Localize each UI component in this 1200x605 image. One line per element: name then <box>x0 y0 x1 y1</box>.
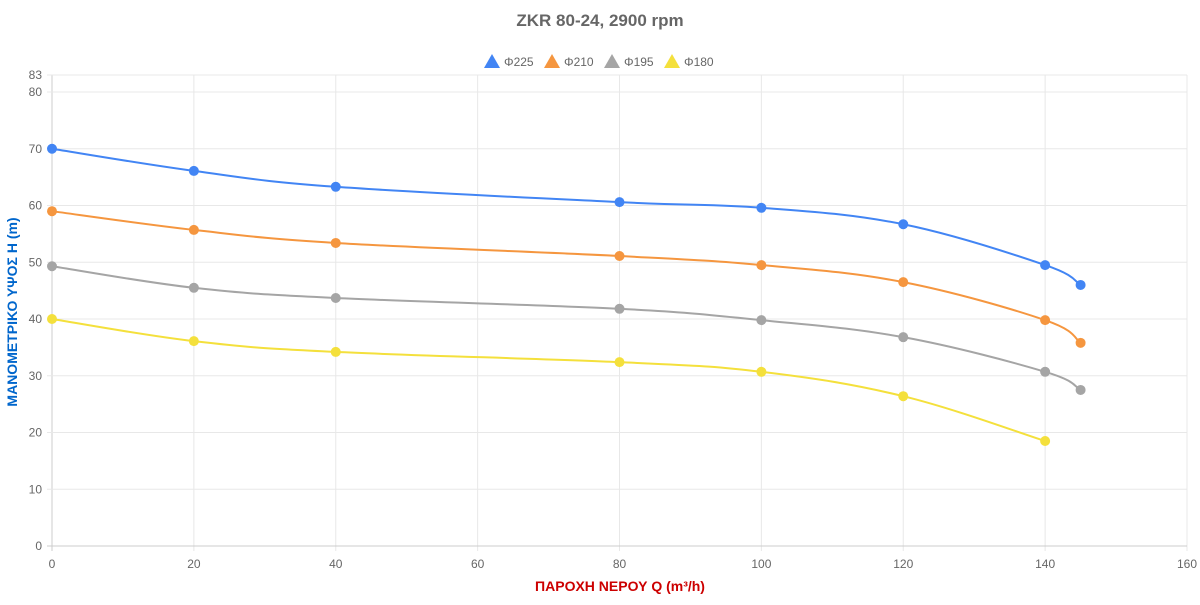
data-point <box>47 143 57 154</box>
x-tick-label: 60 <box>471 557 485 571</box>
data-point <box>330 346 341 357</box>
data-point <box>756 366 767 377</box>
series-line <box>51 318 1046 442</box>
series-line <box>51 210 1082 344</box>
data-point <box>756 202 767 213</box>
data-point <box>47 314 57 325</box>
data-point <box>1040 436 1051 447</box>
data-point <box>188 165 199 176</box>
legend-label: Φ195 <box>624 55 654 69</box>
legend-triangle-icon <box>544 54 560 68</box>
y-axis-label: ΜΑΝΟΜΕΤΡΙΚΟ ΥΨΟΣ H (m) <box>4 217 20 406</box>
y-tick-label: 83 <box>29 68 43 82</box>
x-tick-label: 100 <box>751 557 771 571</box>
legend-triangle-icon <box>484 54 500 68</box>
y-tick-label: 20 <box>29 426 43 440</box>
x-tick-label: 20 <box>187 557 201 571</box>
data-point <box>330 293 341 304</box>
x-tick-label: 140 <box>1035 557 1055 571</box>
y-tick-label: 50 <box>29 255 43 269</box>
y-tick-label: 0 <box>35 539 42 553</box>
data-point <box>614 357 625 368</box>
legend-triangle-icon <box>604 54 620 68</box>
data-point <box>1040 366 1051 377</box>
data-point <box>898 332 909 343</box>
data-point <box>898 219 909 230</box>
data-point <box>47 261 57 272</box>
data-point <box>614 303 625 314</box>
x-tick-label: 80 <box>613 557 627 571</box>
legend-label: Φ210 <box>564 55 594 69</box>
data-point <box>756 315 767 326</box>
data-point <box>1040 260 1051 271</box>
legend-label: Φ180 <box>684 55 714 69</box>
data-point <box>614 197 625 208</box>
data-point <box>756 260 767 271</box>
x-tick-label: 120 <box>893 557 913 571</box>
data-point <box>330 237 341 248</box>
data-point <box>1075 384 1086 395</box>
y-tick-label: 30 <box>29 369 43 383</box>
x-axis-label: ΠΑΡΟΧΗ ΝΕΡΟΥ Q (m³/h) <box>535 578 705 594</box>
data-point <box>898 277 909 288</box>
legend-label: Φ225 <box>504 55 534 69</box>
legend-triangle-icon <box>664 54 680 68</box>
data-point <box>188 282 199 293</box>
data-point <box>1075 337 1086 348</box>
data-point <box>1040 315 1051 326</box>
y-tick-label: 80 <box>29 85 43 99</box>
data-point <box>898 391 909 402</box>
y-tick-label: 60 <box>29 199 43 213</box>
x-tick-label: 0 <box>49 557 56 571</box>
data-point <box>330 181 341 192</box>
data-point <box>188 224 199 235</box>
series-line <box>51 147 1082 286</box>
x-tick-label: 160 <box>1177 557 1197 571</box>
y-tick-label: 40 <box>29 312 43 326</box>
chart-title: ZKR 80-24, 2900 rpm <box>516 11 683 30</box>
x-tick-label: 40 <box>329 557 343 571</box>
data-point <box>188 336 199 347</box>
data-point <box>47 206 57 217</box>
series-line <box>51 265 1082 391</box>
y-tick-label: 70 <box>29 142 43 156</box>
data-point <box>1075 279 1086 290</box>
y-tick-label: 10 <box>29 482 43 496</box>
data-point <box>614 251 625 262</box>
